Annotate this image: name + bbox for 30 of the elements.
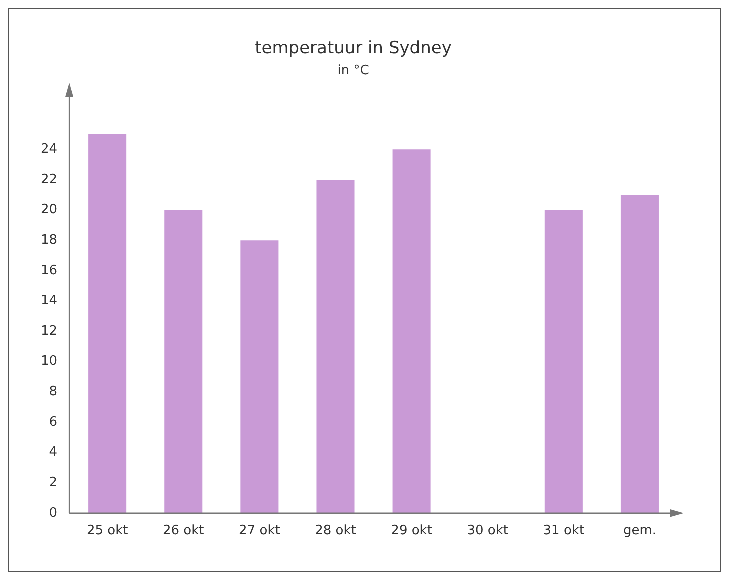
y-tick-label: 20 bbox=[40, 202, 58, 218]
x-tick-label: 30 okt bbox=[467, 524, 508, 539]
y-tick-label: 16 bbox=[40, 263, 58, 278]
y-tick-label: 0 bbox=[49, 506, 58, 521]
chart-subtitle: in °C bbox=[338, 64, 370, 79]
bar bbox=[316, 180, 355, 514]
bar bbox=[544, 210, 583, 514]
y-tick-label: 2 bbox=[49, 475, 58, 490]
y-tick-label: 12 bbox=[40, 324, 58, 339]
x-tick-label: 31 okt bbox=[543, 524, 585, 539]
bar bbox=[240, 240, 279, 514]
y-tick-label: 24 bbox=[40, 142, 58, 158]
y-tick-label: 8 bbox=[49, 384, 58, 400]
bar bbox=[88, 134, 127, 514]
x-tick-label: 25 okt bbox=[86, 524, 128, 539]
bar bbox=[392, 150, 431, 514]
bar bbox=[164, 210, 203, 514]
y-tick-label: 6 bbox=[49, 414, 58, 430]
bar bbox=[620, 195, 659, 514]
x-tick-label: 26 okt bbox=[162, 524, 204, 539]
y-tick-label: 22 bbox=[40, 172, 58, 188]
y-tick-label: 14 bbox=[40, 294, 58, 309]
x-tick-label: 29 okt bbox=[391, 524, 432, 539]
x-tick-label: 28 okt bbox=[315, 524, 356, 539]
y-tick-label: 10 bbox=[40, 354, 58, 370]
chart-title: temperatuur in Sydney bbox=[255, 38, 452, 59]
x-tick-label: 27 okt bbox=[239, 524, 280, 539]
x-tick-label: gem. bbox=[623, 524, 656, 539]
y-tick-label: 4 bbox=[49, 445, 58, 460]
y-tick-label: 18 bbox=[40, 232, 58, 248]
